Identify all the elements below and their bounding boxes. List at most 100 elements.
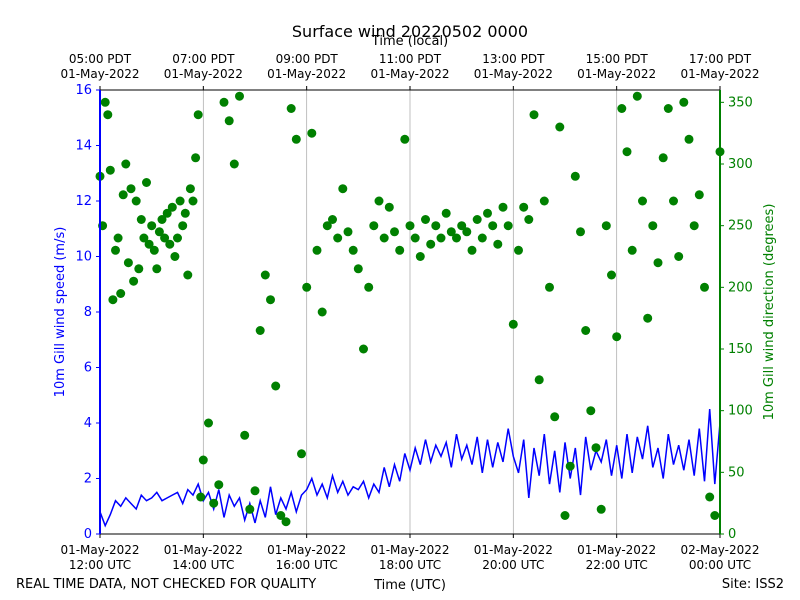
- wind-direction-point: [488, 221, 498, 231]
- x-tick-label-time: 00:00 UTC: [689, 558, 751, 572]
- wind-direction-point: [550, 412, 560, 422]
- x-tick-label-date: 01-May-2022: [164, 543, 243, 557]
- wind-direction-point: [170, 252, 180, 261]
- wind-direction-point: [322, 221, 332, 231]
- wind-direction-point: [441, 208, 451, 218]
- wind-direction-point: [648, 221, 658, 231]
- wind-direction-point: [224, 116, 234, 126]
- wind-speed-line: [99, 409, 721, 528]
- wind-direction-point: [467, 245, 477, 255]
- wind-direction-point: [105, 165, 115, 175]
- wind-direction-point: [493, 239, 503, 249]
- left-tick-label: 14: [75, 139, 92, 154]
- left-tick-label: 0: [84, 527, 92, 542]
- wind-direction-point: [539, 196, 549, 206]
- wind-direction-point: [555, 122, 565, 132]
- wind-direction-point: [180, 208, 190, 218]
- x-tick-label-date: 01-May-2022: [370, 543, 449, 557]
- wind-direction-point: [240, 430, 250, 440]
- wind-direction-point: [245, 504, 255, 514]
- right-tick-label: 300: [728, 157, 753, 172]
- wind-direction-point: [121, 159, 131, 169]
- top-tick-label-date: 01-May-2022: [577, 67, 656, 81]
- left-tick-label: 12: [75, 194, 92, 209]
- wind-direction-point: [514, 245, 523, 255]
- wind-direction-point: [545, 282, 554, 292]
- wind-direction-point: [431, 221, 441, 231]
- wind-direction-point: [534, 375, 544, 385]
- x-tick-label-date: 01-May-2022: [267, 543, 346, 557]
- wind-direction-point: [379, 233, 389, 243]
- left-tick-label: 2: [84, 472, 92, 487]
- wind-direction-point: [250, 486, 260, 496]
- top-tick-label-date: 01-May-2022: [60, 67, 139, 81]
- wind-direction-point: [302, 282, 312, 292]
- wind-direction-point: [157, 215, 167, 224]
- wind-direction-point: [338, 184, 348, 194]
- wind-direction-point: [154, 227, 164, 237]
- wind-direction-point: [622, 147, 632, 157]
- wind-direction-point: [694, 190, 704, 200]
- bottom-axis-label: Time (UTC): [373, 578, 446, 593]
- wind-direction-point: [173, 233, 182, 243]
- wind-direction-point: [139, 233, 149, 243]
- wind-direction-point: [196, 492, 206, 502]
- wind-direction-point: [152, 264, 162, 274]
- wind-direction-point: [131, 196, 141, 206]
- top-tick-label-date: 01-May-2022: [267, 67, 346, 81]
- wind-direction-point: [188, 196, 198, 206]
- wind-direction-point: [384, 202, 394, 212]
- wind-direction-point: [390, 227, 399, 237]
- wind-direction-point: [147, 221, 157, 231]
- wind-direction-point: [209, 498, 219, 508]
- wind-direction-point: [136, 215, 146, 224]
- wind-direction-point: [328, 215, 337, 224]
- x-tick-label-time: 12:00 UTC: [69, 558, 131, 572]
- wind-direction-point: [586, 406, 596, 416]
- wind-direction-point: [400, 134, 410, 144]
- wind-direction-point: [126, 184, 136, 194]
- top-tick-label-date: 01-May-2022: [474, 67, 553, 81]
- wind-direction-point: [364, 282, 374, 292]
- wind-direction-point: [286, 104, 296, 113]
- wind-direction-point: [498, 202, 508, 212]
- wind-direction-point: [632, 91, 642, 101]
- x-tick-label-date: 01-May-2022: [474, 543, 553, 557]
- wind-direction-point: [462, 227, 472, 237]
- site-label: Site: ISS2: [722, 577, 784, 592]
- quality-disclaimer: REAL TIME DATA, NOT CHECKED FOR QUALITY: [16, 577, 316, 592]
- right-tick-label: 50: [728, 465, 745, 480]
- x-tick-label-time: 22:00 UTC: [586, 558, 648, 572]
- wind-direction-point: [653, 258, 663, 268]
- wind-direction-point: [281, 517, 291, 527]
- wind-direction-point: [123, 258, 133, 268]
- wind-direction-point: [167, 202, 177, 212]
- wind-direction-point: [359, 344, 368, 354]
- wind-direction-point: [134, 264, 144, 274]
- wind-direction-point: [689, 221, 699, 231]
- right-tick-label: 250: [728, 219, 753, 234]
- x-tick-label-date: 01-May-2022: [577, 543, 656, 557]
- wind-direction-point: [162, 208, 172, 218]
- left-tick-label: 4: [84, 416, 92, 431]
- left-tick-label: 16: [75, 83, 92, 98]
- x-tick-label-date: 01-May-2022: [60, 543, 139, 557]
- right-tick-label: 0: [728, 527, 736, 542]
- top-tick-label-date: 01-May-2022: [164, 67, 243, 81]
- wind-direction-point: [219, 97, 229, 107]
- wind-direction-point: [503, 221, 513, 231]
- wind-direction-point: [601, 221, 611, 231]
- wind-direction-point: [679, 97, 689, 107]
- wind-direction-point: [576, 227, 585, 237]
- left-axis-label: 10m Gill wind speed (m/s): [53, 227, 68, 398]
- wind-direction-point: [193, 110, 203, 120]
- left-tick-label: 10: [75, 250, 92, 265]
- wind-direction-point: [446, 227, 456, 237]
- top-tick-label-time: 11:00 PDT: [379, 52, 442, 66]
- wind-direction-point: [317, 307, 327, 317]
- wind-direction-point: [113, 233, 123, 243]
- wind-direction-point: [663, 104, 673, 113]
- wind-direction-point: [395, 245, 405, 255]
- wind-direction-point: [638, 196, 647, 206]
